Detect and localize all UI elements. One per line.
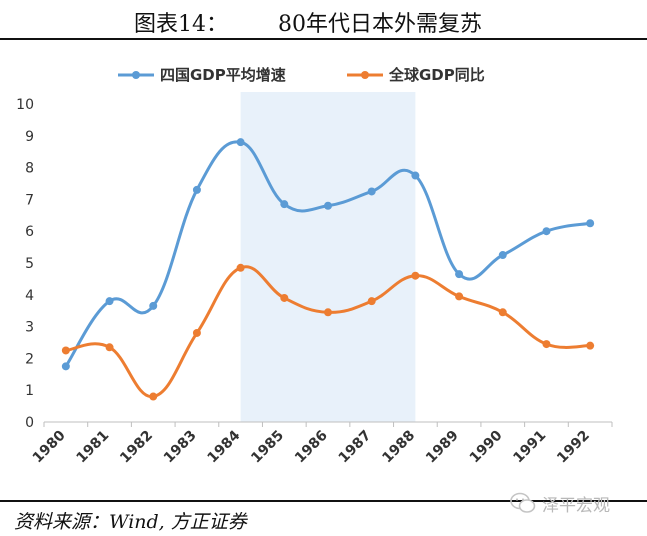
- x-tick-label: 1986: [292, 428, 331, 467]
- data-point: [455, 292, 464, 301]
- data-point: [280, 200, 289, 209]
- data-point: [367, 187, 376, 196]
- x-tick-label: 1990: [467, 427, 506, 466]
- source-note: 资料来源：Wind, 方正证券: [14, 511, 247, 533]
- series-layer: [61, 138, 595, 401]
- data-point: [61, 362, 70, 371]
- data-point: [498, 308, 507, 317]
- data-point: [411, 271, 420, 280]
- x-tick-label: 1982: [117, 428, 156, 467]
- y-tick-label: 5: [25, 256, 34, 272]
- data-point: [61, 346, 70, 355]
- x-tick-label: 1980: [30, 427, 69, 466]
- data-point: [498, 251, 507, 260]
- legend-label: 全球GDP同比: [388, 66, 485, 84]
- y-tick-label: 0: [25, 415, 34, 431]
- y-tick-label: 3: [25, 320, 34, 336]
- y-tick-label: 9: [25, 129, 34, 145]
- x-tick-label: 1981: [73, 428, 112, 467]
- legend-swatch-marker: [132, 71, 140, 79]
- data-point: [324, 308, 332, 317]
- legend-swatch-marker: [361, 71, 369, 79]
- wechat-icon: [510, 492, 536, 513]
- highlight-band: [240, 92, 416, 422]
- y-tick-label: 1: [25, 383, 34, 399]
- y-tick-label: 2: [25, 351, 34, 367]
- data-point: [280, 293, 289, 302]
- data-point: [455, 270, 464, 279]
- data-point: [149, 392, 158, 401]
- x-tick-label: 1992: [554, 428, 593, 467]
- data-point: [542, 227, 551, 236]
- watermark-text: 泽平宏观: [542, 495, 610, 516]
- title-divider: [0, 38, 647, 40]
- figure-number: 图表14：: [134, 12, 228, 37]
- data-point: [236, 138, 245, 147]
- y-tick-label: 4: [25, 288, 34, 304]
- data-point: [105, 297, 114, 306]
- data-point: [586, 341, 595, 350]
- x-tick-label: 1985: [248, 428, 287, 467]
- line-chart: 0 1 2 3 4 5 6 7 8 9 10 1980 1981 1982 1983 1984 1985 1986…: [16, 66, 613, 467]
- y-tick-label: 10: [16, 97, 34, 113]
- x-tick-label: 1991: [510, 428, 549, 467]
- x-tick-label: 1988: [379, 428, 418, 467]
- chart-title-bar: 图表14： 80年代日本外需复苏: [0, 2, 647, 37]
- data-point: [105, 343, 114, 352]
- data-point: [149, 301, 158, 310]
- legend-label: 四国GDP平均增速: [160, 66, 286, 84]
- data-point: [411, 171, 420, 180]
- data-point: [367, 297, 376, 306]
- page-title: 80年代日本外需复苏: [278, 12, 482, 37]
- x-tick-label: 1989: [423, 428, 462, 467]
- data-point: [324, 201, 332, 210]
- watermark: 泽平宏观: [510, 491, 610, 516]
- x-tick-label: 1983: [161, 428, 200, 467]
- legend: 四国GDP平均增速 全球GDP同比: [118, 66, 485, 84]
- y-tick-label: 6: [25, 224, 34, 240]
- y-tick-label: 8: [25, 161, 34, 177]
- x-tick-label: 1984: [205, 427, 244, 466]
- data-point: [192, 185, 201, 194]
- data-point: [542, 340, 551, 349]
- y-tick-label: 7: [25, 192, 34, 208]
- data-point: [586, 219, 595, 228]
- highlight-layer: [240, 92, 416, 422]
- data-point: [192, 328, 201, 337]
- x-tick-label: 1987: [336, 428, 375, 467]
- footer-divider: [0, 500, 647, 502]
- data-point: [236, 263, 245, 272]
